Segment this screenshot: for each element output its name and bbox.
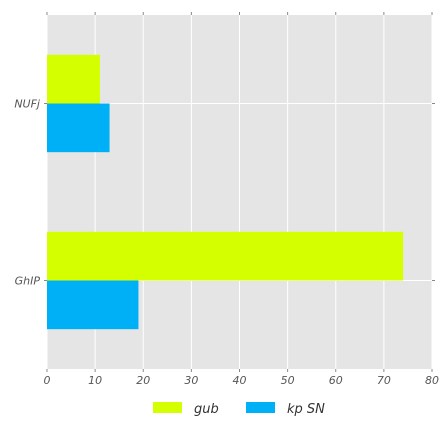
bar-gub-nufj — [47, 55, 100, 104]
x-tick-label: 60 — [329, 374, 343, 387]
bar-kp-sn-nufj — [47, 104, 110, 153]
legend-swatch — [246, 402, 275, 413]
x-tick-label: 30 — [184, 374, 198, 387]
y-tick-label: GhIP — [15, 275, 41, 288]
legend-label: gub — [194, 402, 219, 417]
legend-swatch — [153, 402, 182, 413]
x-tick-label: 70 — [377, 374, 391, 387]
legend-item: gub — [153, 402, 219, 417]
y-tick-label: NUFj — [14, 98, 41, 111]
bar-gub-ghip — [47, 232, 403, 281]
x-tick-label: 80 — [425, 374, 439, 387]
legend-label: kp SN — [287, 402, 325, 417]
legend-item: kp SN — [246, 402, 325, 417]
x-tick-label: 40 — [233, 374, 247, 387]
legend: gub kp SN — [153, 402, 325, 417]
x-tick-label: 50 — [281, 374, 295, 387]
x-tick-label: 20 — [136, 374, 150, 387]
x-tick-label: 0 — [44, 374, 51, 387]
x-tick-label: 10 — [88, 374, 102, 387]
bar-kp-sn-ghip — [47, 281, 138, 330]
